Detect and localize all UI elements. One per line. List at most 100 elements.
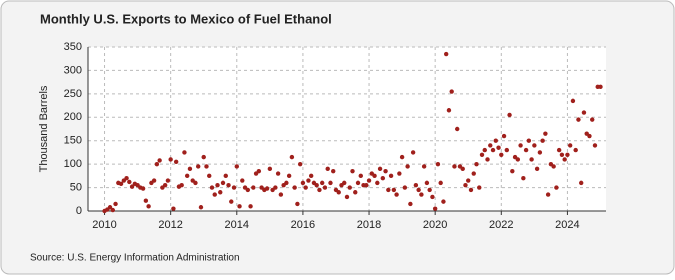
x-tick-label: 2014 — [225, 219, 249, 231]
point — [474, 161, 479, 167]
point — [438, 180, 443, 186]
x-tick-label: 2020 — [423, 219, 447, 231]
point — [421, 164, 427, 169]
point — [336, 190, 341, 195]
point — [358, 173, 363, 179]
point — [507, 112, 512, 118]
x-tick-label: 2012 — [158, 219, 182, 231]
point — [267, 166, 273, 172]
point — [198, 205, 204, 210]
point — [592, 143, 598, 148]
point — [317, 187, 322, 193]
point — [441, 199, 446, 204]
point — [113, 201, 118, 207]
point — [173, 159, 179, 164]
point — [171, 206, 176, 211]
point — [223, 173, 228, 179]
point — [300, 180, 306, 186]
point — [501, 133, 507, 139]
point — [471, 171, 476, 176]
point — [231, 185, 237, 190]
point — [292, 185, 297, 190]
point — [515, 157, 521, 162]
point — [146, 204, 151, 209]
point — [355, 180, 361, 186]
point — [455, 126, 460, 132]
point — [540, 138, 545, 143]
point — [375, 180, 380, 186]
point — [590, 117, 595, 122]
point — [256, 168, 262, 174]
point — [534, 166, 540, 172]
point — [449, 89, 454, 94]
y-tick-label: 200 — [64, 111, 82, 123]
point — [129, 184, 135, 189]
point — [477, 185, 482, 190]
point — [408, 201, 413, 207]
point — [308, 173, 314, 179]
point — [184, 173, 190, 179]
point — [562, 157, 567, 162]
point — [430, 194, 435, 200]
point — [264, 186, 270, 191]
source: Source: U.S. Energy Information Administ… — [30, 253, 240, 264]
point — [466, 178, 471, 183]
point — [543, 131, 548, 136]
point — [529, 157, 534, 162]
point — [460, 166, 465, 172]
point — [168, 157, 173, 162]
point — [521, 176, 526, 181]
point — [124, 176, 129, 181]
point — [289, 154, 295, 160]
point — [499, 152, 504, 157]
point — [581, 110, 587, 115]
point — [179, 183, 184, 188]
point — [196, 164, 201, 169]
point — [218, 190, 223, 195]
point — [157, 158, 162, 163]
x-tick-label: 2010 — [92, 219, 116, 231]
point — [435, 161, 441, 167]
point — [331, 168, 336, 174]
point — [556, 147, 562, 153]
point — [446, 108, 452, 113]
plot-area — [88, 47, 606, 211]
point — [118, 181, 124, 187]
y-tick-label: 300 — [64, 64, 82, 76]
point — [413, 183, 419, 188]
point — [275, 171, 281, 176]
point — [559, 152, 565, 157]
point — [598, 84, 603, 90]
point — [229, 199, 234, 204]
point — [518, 143, 523, 148]
point — [532, 143, 537, 148]
point — [295, 201, 300, 207]
point — [297, 161, 303, 167]
point — [490, 147, 496, 153]
point — [545, 192, 551, 197]
point — [570, 98, 576, 104]
point — [419, 192, 424, 197]
point — [576, 117, 581, 122]
point — [237, 204, 242, 209]
point — [537, 150, 543, 155]
point — [573, 147, 578, 153]
point — [162, 183, 168, 188]
point — [245, 187, 251, 193]
point — [551, 164, 556, 169]
point — [579, 180, 584, 186]
point — [565, 152, 570, 157]
point — [377, 166, 383, 172]
point — [234, 164, 239, 169]
point — [567, 143, 573, 148]
point — [278, 192, 284, 197]
point — [220, 180, 226, 186]
point — [424, 180, 430, 186]
point — [143, 198, 149, 203]
point — [140, 186, 146, 191]
point — [273, 185, 278, 190]
point — [432, 206, 438, 211]
point — [207, 173, 212, 179]
y-tick-label: 0 — [76, 205, 82, 217]
